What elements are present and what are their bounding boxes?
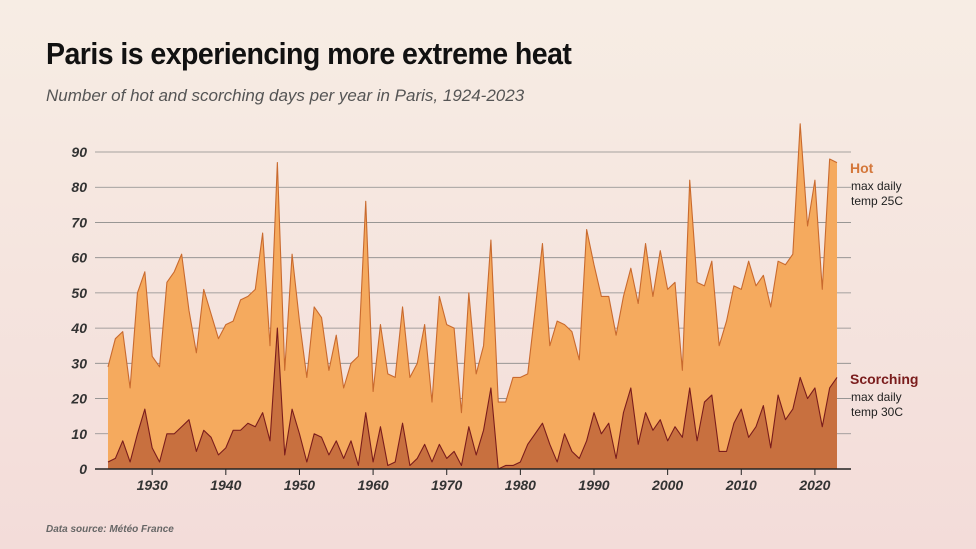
y-tick-label-50: 50	[71, 285, 87, 301]
y-tick-label-20: 20	[70, 391, 87, 407]
y-tick-label-30: 30	[71, 355, 87, 371]
x-tick-label-1980: 1980	[505, 477, 536, 493]
x-tick-label-1950: 1950	[284, 477, 315, 493]
x-tick-label-2020: 2020	[798, 477, 830, 493]
chart-title: Paris is experiencing more extreme heat	[46, 36, 572, 71]
area-scorching	[108, 328, 837, 469]
legend-scorching-desc-1: max daily	[851, 390, 902, 404]
line-hot	[107, 123, 838, 414]
y-tick-label-0: 0	[79, 461, 87, 477]
y-tick-label-40: 40	[70, 320, 87, 336]
y-tick-label-90: 90	[71, 144, 87, 160]
series-areas	[107, 123, 838, 470]
line-scorching	[107, 327, 838, 470]
y-tick-label-60: 60	[71, 250, 87, 266]
x-tick-label-2000: 2000	[651, 477, 683, 493]
axes: 0 10 20 30 40 50 60 70 80 90 1930 1940 1950 1960 1970 1…	[70, 144, 851, 493]
legend-hot-desc-1: max daily	[851, 179, 902, 193]
legend-scorching-desc-2: temp 30C	[851, 405, 903, 419]
x-tick-label-1930: 1930	[137, 477, 168, 493]
x-tick-label-1960: 1960	[358, 477, 389, 493]
y-tick-label-80: 80	[71, 179, 87, 195]
chart-subtitle: Number of hot and scorching days per yea…	[46, 86, 525, 105]
y-tick-label-10: 10	[71, 426, 87, 442]
legend: Hot max daily temp 25C Scorching max dai…	[850, 160, 918, 419]
x-tick-label-1940: 1940	[210, 477, 241, 493]
data-source: Data source: Météo France	[46, 524, 174, 535]
y-tick-label-70: 70	[71, 214, 87, 230]
x-tick-label-2010: 2010	[725, 477, 757, 493]
legend-hot-desc-2: temp 25C	[851, 194, 903, 208]
legend-hot-title: Hot	[850, 160, 874, 176]
area-hot	[108, 123, 837, 469]
x-tick-label-1970: 1970	[431, 477, 462, 493]
legend-scorching-title: Scorching	[850, 371, 918, 387]
x-tick-label-1990: 1990	[578, 477, 609, 493]
